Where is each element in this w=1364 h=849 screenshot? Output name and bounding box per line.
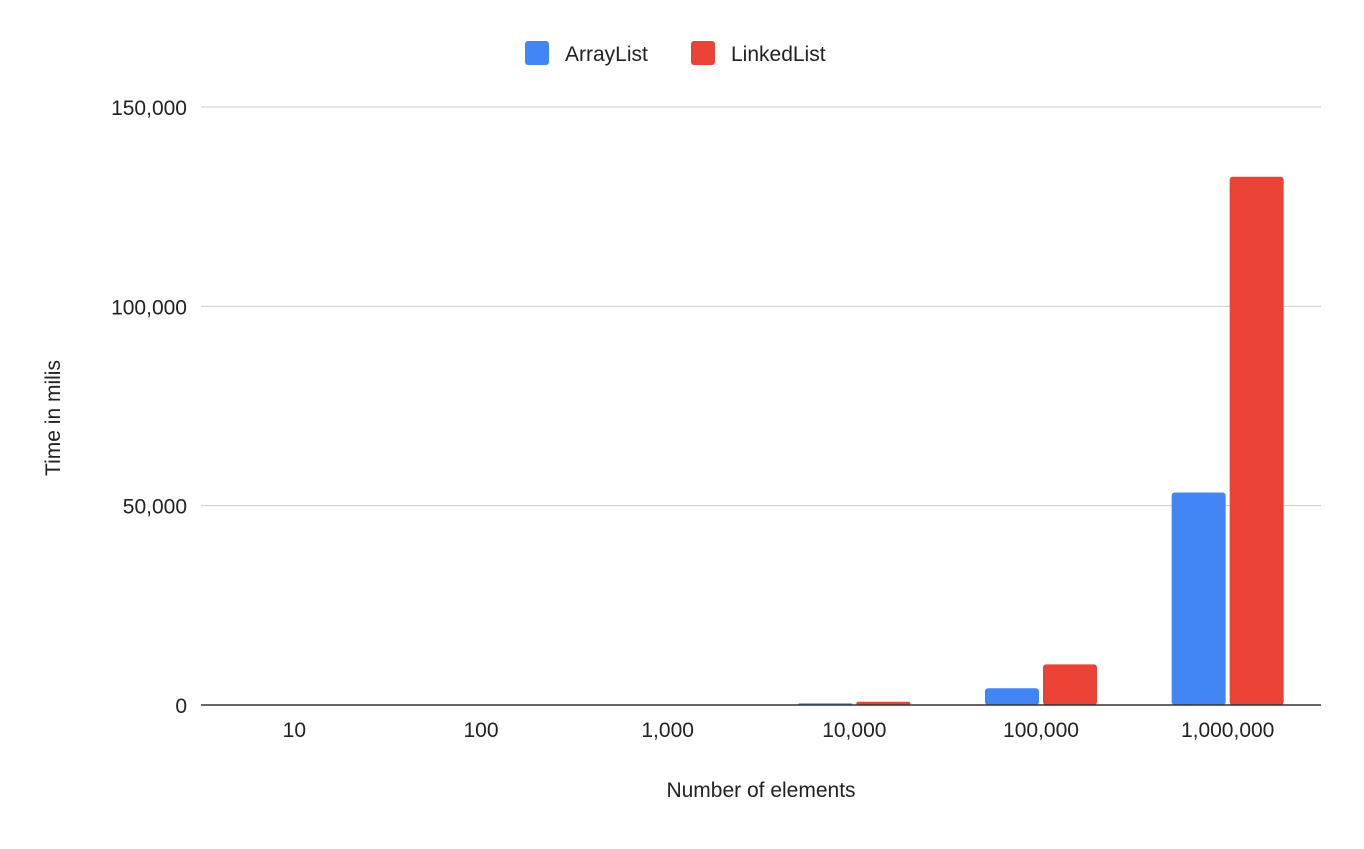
bar-linkedlist <box>1230 177 1284 705</box>
legend-swatch-arraylist <box>525 41 549 65</box>
axes: 0 50,000 100,000 150,000 10 100 1,000 10,000 100… <box>111 97 1321 742</box>
legend-label-linkedlist: LinkedList <box>731 43 826 66</box>
legend: ArrayList LinkedList <box>525 41 826 66</box>
y-tick-label: 150,000 <box>111 97 187 120</box>
legend-label-arraylist: ArrayList <box>565 43 648 66</box>
x-tick-label: 1,000 <box>641 719 694 742</box>
x-tick-label: 100,000 <box>1003 719 1079 742</box>
bars <box>425 177 1284 705</box>
bar-linkedlist <box>1043 664 1097 705</box>
gridlines <box>201 107 1321 506</box>
y-axis-title: Time in milis <box>42 360 65 476</box>
x-tick-label: 10,000 <box>822 719 886 742</box>
x-tick-label: 1,000,000 <box>1181 719 1274 742</box>
bar-arraylist <box>1172 493 1226 705</box>
legend-swatch-linkedlist <box>691 41 715 65</box>
y-tick-label: 100,000 <box>111 296 187 319</box>
bar-arraylist <box>985 688 1039 705</box>
y-tick-label: 0 <box>175 695 187 718</box>
y-tick-label: 50,000 <box>123 496 187 519</box>
x-tick-label: 100 <box>463 719 498 742</box>
x-axis-title: Number of elements <box>666 779 855 802</box>
x-tick-label: 10 <box>283 719 306 742</box>
